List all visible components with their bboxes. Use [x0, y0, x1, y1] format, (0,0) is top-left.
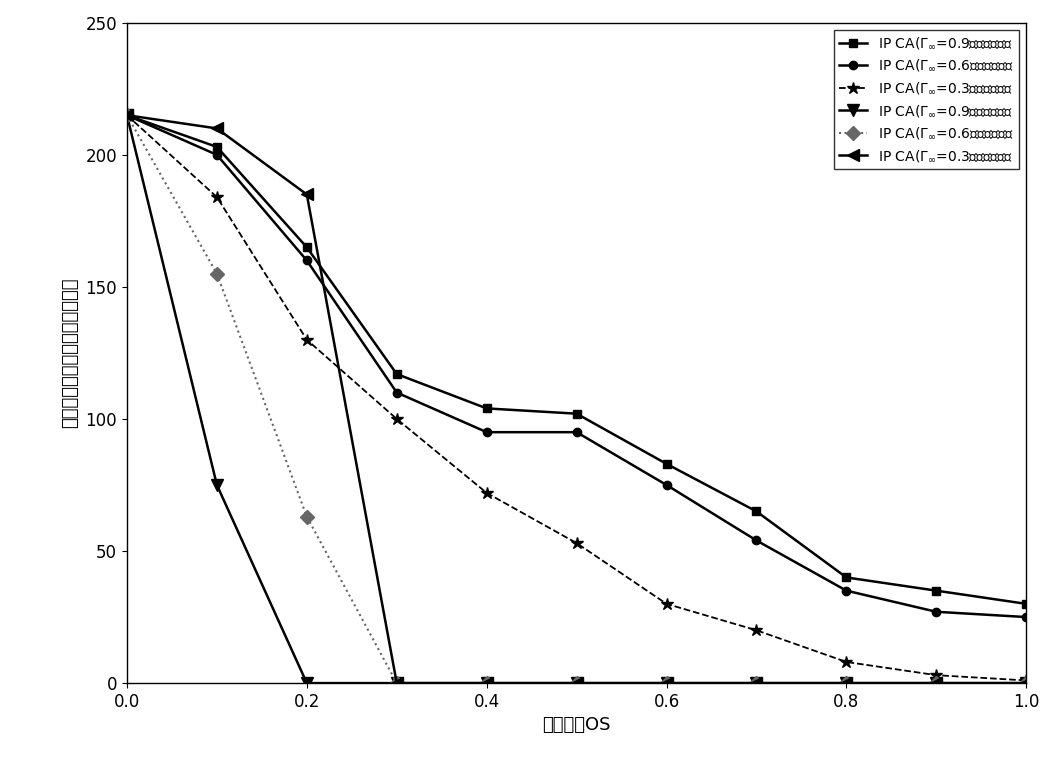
IP CA($\it{\Gamma}_{\infty}$=0.3，酵母网络）: [660, 600, 673, 609]
IP CA($\it{\Gamma}_{\infty}$=0.6，酵母网络）: [121, 111, 133, 120]
IP CA($\it{\Gamma}_{\infty}$=0.6，随机网络）: [390, 679, 403, 688]
IP CA($\it{\Gamma}_{\infty}$=0.9，随机网络）: [1020, 679, 1033, 688]
IP CA($\it{\Gamma}_{\infty}$=0.3，酵母网络）: [480, 488, 493, 497]
IP CA($\it{\Gamma}_{\infty}$=0.6，酵母网络）: [750, 536, 763, 545]
IP CA($\it{\Gamma}_{\infty}$=0.3，随机网络）: [300, 190, 313, 199]
IP CA($\it{\Gamma}_{\infty}$=0.6，随机网络）: [840, 679, 853, 688]
IP CA($\it{\Gamma}_{\infty}$=0.6，随机网络）: [660, 679, 673, 688]
IP CA($\it{\Gamma}_{\infty}$=0.9，酵母网络）: [211, 143, 223, 152]
IP CA($\it{\Gamma}_{\infty}$=0.3，酵母网络）: [750, 625, 763, 635]
IP CA($\it{\Gamma}_{\infty}$=0.6，酵母网络）: [660, 480, 673, 490]
IP CA($\it{\Gamma}_{\infty}$=0.9，随机网络）: [840, 679, 853, 688]
IP CA($\it{\Gamma}_{\infty}$=0.3，随机网络）: [390, 679, 403, 688]
IP CA($\it{\Gamma}_{\infty}$=0.9，酵母网络）: [390, 370, 403, 379]
IP CA($\it{\Gamma}_{\infty}$=0.9，随机网络）: [121, 111, 133, 120]
IP CA($\it{\Gamma}_{\infty}$=0.6，酵母网络）: [390, 388, 403, 397]
IP CA($\it{\Gamma}_{\infty}$=0.9，随机网络）: [300, 679, 313, 688]
IP CA($\it{\Gamma}_{\infty}$=0.3，酵母网络）: [390, 414, 403, 424]
IP CA($\it{\Gamma}_{\infty}$=0.6，酵母网络）: [300, 256, 313, 265]
IP CA($\it{\Gamma}_{\infty}$=0.6，酵母网络）: [211, 150, 223, 159]
IP CA($\it{\Gamma}_{\infty}$=0.9，酵母网络）: [121, 111, 133, 120]
IP CA($\it{\Gamma}_{\infty}$=0.6，随机网络）: [1020, 679, 1033, 688]
IP CA($\it{\Gamma}_{\infty}$=0.6，随机网络）: [211, 269, 223, 279]
IP CA($\it{\Gamma}_{\infty}$=0.6，酵母网络）: [1020, 613, 1033, 622]
IP CA($\it{\Gamma}_{\infty}$=0.6，随机网络）: [570, 679, 583, 688]
IP CA($\it{\Gamma}_{\infty}$=0.9，酵母网络）: [930, 586, 943, 595]
IP CA($\it{\Gamma}_{\infty}$=0.3，随机网络）: [930, 679, 943, 688]
IP CA($\it{\Gamma}_{\infty}$=0.3，酵母网络）: [121, 111, 133, 120]
IP CA($\it{\Gamma}_{\infty}$=0.9，随机网络）: [211, 480, 223, 490]
IP CA($\it{\Gamma}_{\infty}$=0.3，酵母网络）: [570, 539, 583, 548]
IP CA($\it{\Gamma}_{\infty}$=0.9，随机网络）: [660, 679, 673, 688]
IP CA($\it{\Gamma}_{\infty}$=0.3，随机网络）: [121, 111, 133, 120]
X-axis label: 匹配阈値OS: 匹配阈値OS: [543, 716, 610, 735]
Line: IP CA($\it{\Gamma}_{\infty}$=0.3，酵母网络）: IP CA($\it{\Gamma}_{\infty}$=0.3，酵母网络）: [121, 109, 1033, 687]
IP CA($\it{\Gamma}_{\infty}$=0.3，随机网络）: [480, 679, 493, 688]
IP CA($\it{\Gamma}_{\infty}$=0.3，随机网络）: [660, 679, 673, 688]
IP CA($\it{\Gamma}_{\infty}$=0.3，随机网络）: [211, 124, 223, 133]
IP CA($\it{\Gamma}_{\infty}$=0.6，随机网络）: [930, 679, 943, 688]
Legend: IP CA($\it{\Gamma}_{\infty}$=0.9，酵母网络）, IP CA($\it{\Gamma}_{\infty}$=0.6，酵母网络）, : IP CA($\it{\Gamma}_{\infty}$=0.9，酵母网络）, …: [834, 30, 1019, 169]
IP CA($\it{\Gamma}_{\infty}$=0.6，随机网络）: [121, 111, 133, 120]
IP CA($\it{\Gamma}_{\infty}$=0.9，酵母网络）: [750, 507, 763, 516]
IP CA($\it{\Gamma}_{\infty}$=0.3，随机网络）: [840, 679, 853, 688]
IP CA($\it{\Gamma}_{\infty}$=0.6，酵母网络）: [840, 586, 853, 595]
IP CA($\it{\Gamma}_{\infty}$=0.9，酵母网络）: [660, 459, 673, 468]
IP CA($\it{\Gamma}_{\infty}$=0.6，随机网络）: [300, 512, 313, 521]
IP CA($\it{\Gamma}_{\infty}$=0.6，随机网络）: [480, 679, 493, 688]
Y-axis label: 已知蛋白质复合物被匹配的数量: 已知蛋白质复合物被匹配的数量: [60, 278, 78, 428]
IP CA($\it{\Gamma}_{\infty}$=0.3，酵母网络）: [211, 193, 223, 202]
IP CA($\it{\Gamma}_{\infty}$=0.9，酵母网络）: [840, 573, 853, 582]
IP CA($\it{\Gamma}_{\infty}$=0.3，酵母网络）: [930, 671, 943, 680]
IP CA($\it{\Gamma}_{\infty}$=0.9，酵母网络）: [1020, 600, 1033, 609]
IP CA($\it{\Gamma}_{\infty}$=0.3，随机网络）: [570, 679, 583, 688]
IP CA($\it{\Gamma}_{\infty}$=0.6，随机网络）: [750, 679, 763, 688]
IP CA($\it{\Gamma}_{\infty}$=0.3，酵母网络）: [1020, 676, 1033, 685]
IP CA($\it{\Gamma}_{\infty}$=0.3，酵母网络）: [300, 335, 313, 345]
IP CA($\it{\Gamma}_{\infty}$=0.9，随机网络）: [930, 679, 943, 688]
IP CA($\it{\Gamma}_{\infty}$=0.9，酵母网络）: [570, 409, 583, 418]
IP CA($\it{\Gamma}_{\infty}$=0.6，酵母网络）: [930, 607, 943, 616]
IP CA($\it{\Gamma}_{\infty}$=0.3，随机网络）: [1020, 679, 1033, 688]
IP CA($\it{\Gamma}_{\infty}$=0.9，随机网络）: [570, 679, 583, 688]
IP CA($\it{\Gamma}_{\infty}$=0.6，酵母网络）: [480, 427, 493, 436]
IP CA($\it{\Gamma}_{\infty}$=0.9，随机网络）: [390, 679, 403, 688]
IP CA($\it{\Gamma}_{\infty}$=0.6，酵母网络）: [570, 427, 583, 436]
Line: IP CA($\it{\Gamma}_{\infty}$=0.6，随机网络）: IP CA($\it{\Gamma}_{\infty}$=0.6，随机网络）: [122, 110, 1032, 688]
IP CA($\it{\Gamma}_{\infty}$=0.9，酵母网络）: [480, 404, 493, 413]
IP CA($\it{\Gamma}_{\infty}$=0.9，酵母网络）: [300, 243, 313, 252]
IP CA($\it{\Gamma}_{\infty}$=0.9，随机网络）: [750, 679, 763, 688]
Line: IP CA($\it{\Gamma}_{\infty}$=0.9，随机网络）: IP CA($\it{\Gamma}_{\infty}$=0.9，随机网络）: [122, 109, 1032, 688]
Line: IP CA($\it{\Gamma}_{\infty}$=0.6，酵母网络）: IP CA($\it{\Gamma}_{\infty}$=0.6，酵母网络）: [123, 111, 1030, 621]
IP CA($\it{\Gamma}_{\infty}$=0.9，随机网络）: [480, 679, 493, 688]
Line: IP CA($\it{\Gamma}_{\infty}$=0.9，酵母网络）: IP CA($\it{\Gamma}_{\infty}$=0.9，酵母网络）: [123, 111, 1030, 608]
Line: IP CA($\it{\Gamma}_{\infty}$=0.3，随机网络）: IP CA($\it{\Gamma}_{\infty}$=0.3，随机网络）: [122, 109, 1032, 688]
IP CA($\it{\Gamma}_{\infty}$=0.3，随机网络）: [750, 679, 763, 688]
IP CA($\it{\Gamma}_{\infty}$=0.3，酵母网络）: [840, 657, 853, 666]
